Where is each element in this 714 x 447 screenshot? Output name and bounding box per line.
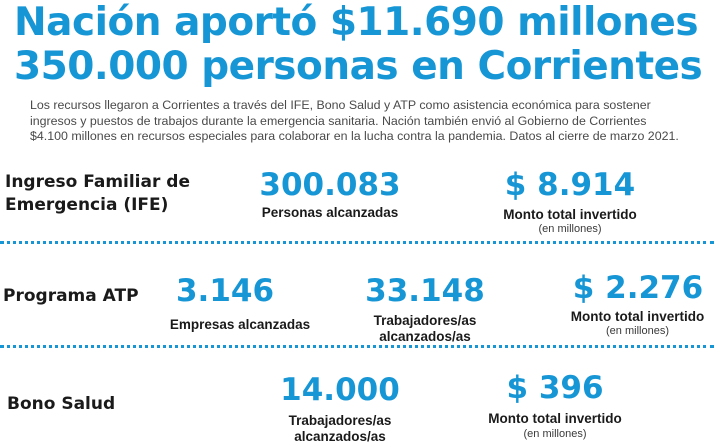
dotted-divider bbox=[0, 241, 714, 244]
headline-line-1: Nación aportó $11.690 millones para bbox=[14, 0, 714, 45]
atp-companies-caption: Empresas alcanzadas bbox=[169, 317, 311, 332]
ife-amount-caption: Monto total invertido bbox=[503, 207, 637, 222]
ife-amount-note: (en millones) bbox=[538, 223, 602, 235]
atp-amount-value: $ 2.276 bbox=[572, 270, 704, 306]
bono-salud-workers-caption-line-2: alcanzados/as bbox=[294, 429, 386, 444]
atp-amount-caption: Monto total invertido bbox=[570, 309, 705, 324]
bono-salud-label: Bono Salud bbox=[7, 394, 116, 414]
atp-amount-note: (en millones) bbox=[606, 325, 669, 337]
headline-line-2: 350.000 personas en Corrientes bbox=[14, 44, 703, 89]
bono-salud-workers-caption-line-1: Trabajadores/as bbox=[288, 413, 392, 428]
intro-line-1: Los recursos llegaron a Corrientes a tra… bbox=[30, 98, 651, 112]
ife-people-value: 300.083 bbox=[259, 167, 401, 203]
intro-paragraph: Los recursos llegaron a Corrientes a tra… bbox=[30, 98, 706, 145]
intro-line-3: $4.100 millones en recursos especiales p… bbox=[30, 129, 679, 143]
dotted-divider bbox=[0, 345, 714, 348]
bono-salud-amount-note: (en millones) bbox=[523, 428, 587, 440]
intro-line-2: ingresos y puestos de trabajos durante l… bbox=[30, 113, 647, 128]
atp-workers-value: 33.148 bbox=[365, 273, 485, 309]
ife-label-line-1: Ingreso Familiar de bbox=[5, 172, 190, 192]
atp-workers-caption-line-1: Trabajadores/as bbox=[373, 313, 477, 328]
atp-workers-caption-line-2: alcanzados/as bbox=[379, 329, 471, 344]
ife-amount-value: $ 8.914 bbox=[504, 167, 636, 203]
ife-label-line-2: Emergencia (IFE) bbox=[5, 195, 169, 215]
bono-salud-workers-value: 14.000 bbox=[280, 372, 400, 408]
bono-salud-amount-caption: Monto total invertido bbox=[488, 411, 622, 426]
atp-companies-value: 3.146 bbox=[175, 273, 275, 309]
atp-label: Programa ATP bbox=[3, 286, 139, 306]
bono-salud-amount-value: $ 396 bbox=[506, 370, 604, 406]
ife-people-caption: Personas alcanzadas bbox=[261, 205, 399, 220]
